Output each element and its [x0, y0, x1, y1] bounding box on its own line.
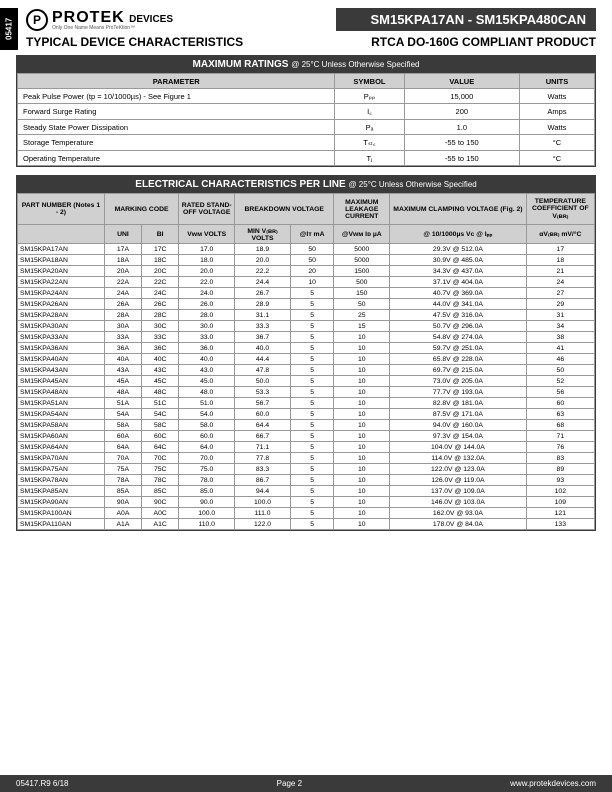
model-bar: SM15KPA17AN - SM15KPA480CAN: [336, 8, 596, 31]
table-row: SM15KPA60AN60A60C60.066.751097.3V @ 154.…: [18, 431, 595, 442]
table-row: SM15KPA48AN48A48C48.053.351077.7V @ 193.…: [18, 387, 595, 398]
elec-sub-header: MIN V₍ʙʀ₎ VOLTS: [235, 225, 291, 244]
elec-sub-header: @ 10/1000µs Vc @ Iₚₚ: [390, 225, 527, 244]
footer-right: www.protekdevices.com: [510, 779, 596, 788]
table-row: SM15KPA40AN40A40C40.044.451065.8V @ 228.…: [18, 354, 595, 365]
table-row: SM15KPA26AN26A26C26.028.955044.0V @ 341.…: [18, 299, 595, 310]
elec-grp-header: MAXIMUM CLAMPING VOLTAGE (Fig. 2): [390, 194, 527, 225]
table-row: SM15KPA45AN45A45C45.050.051073.0V @ 205.…: [18, 376, 595, 387]
elec-sub-header: [18, 225, 105, 244]
elec-grp-header: MARKING CODE: [104, 194, 178, 225]
table-row: Peak Pulse Power (tp = 10/1000µs) - See …: [18, 89, 595, 104]
max-ratings-block: MAXIMUM RATINGS @ 25°C Unless Otherwise …: [16, 55, 596, 167]
table-row: Steady State Power DissipationPₐ1.0Watts: [18, 120, 595, 135]
doc-code-tab: 05417: [0, 8, 18, 50]
elec-sub-header: UNI: [104, 225, 141, 244]
elec-grp-header: RATED STAND-OFF VOLTAGE: [179, 194, 235, 225]
table-row: Forward Surge RatingI꜀200Amps: [18, 104, 595, 120]
table-row: SM15KPA110ANA1AA1C110.0122.0510178.0V @ …: [18, 519, 595, 530]
max-col-header: SYMBOL: [335, 74, 404, 89]
table-row: SM15KPA54AN54A54C54.060.051087.5V @ 171.…: [18, 409, 595, 420]
logo-text: PROTEK: [52, 9, 125, 26]
elec-title: ELECTRICAL CHARACTERISTICS PER LINE: [135, 179, 345, 190]
table-row: SM15KPA58AN58A58C58.064.451094.0V @ 160.…: [18, 420, 595, 431]
logo-icon: P: [26, 9, 48, 31]
max-col-header: PARAMETER: [18, 74, 335, 89]
table-row: SM15KPA18AN18A18C18.020.050500030.9V @ 4…: [18, 255, 595, 266]
table-row: Operating TemperatureTⱼ-55 to 150°C: [18, 151, 595, 166]
table-row: SM15KPA20AN20A20C20.022.220150034.3V @ 4…: [18, 266, 595, 277]
max-ratings-table: PARAMETERSYMBOLVALUEUNITS Peak Pulse Pow…: [17, 73, 595, 166]
table-row: SM15KPA30AN30A30C30.033.351550.7V @ 296.…: [18, 321, 595, 332]
elec-grp-header: BREAKDOWN VOLTAGE: [235, 194, 334, 225]
elec-char-table: PART NUMBER (Notes 1 - 2)MARKING CODERAT…: [17, 193, 595, 530]
elec-sub-header: αV₍ʙʀ₎ mV/°C: [526, 225, 594, 244]
table-row: SM15KPA24AN24A24C24.026.7515040.7V @ 369…: [18, 288, 595, 299]
header: P PROTEK DEVICES Only One Name Means Pro…: [26, 8, 596, 31]
max-note: @ 25°C Unless Otherwise Specified: [291, 60, 419, 69]
table-row: SM15KPA64AN64A64C64.071.1510104.0V @ 144…: [18, 442, 595, 453]
table-row: Storage TemperatureTₛₜ꜀-55 to 150°C: [18, 135, 595, 151]
table-row: SM15KPA70AN70A70C70.077.8510114.0V @ 132…: [18, 453, 595, 464]
table-row: SM15KPA36AN36A36C36.040.051059.7V @ 251.…: [18, 343, 595, 354]
table-row: SM15KPA51AN51A51C51.056.751082.8V @ 181.…: [18, 398, 595, 409]
table-row: SM15KPA28AN28A28C28.031.152547.5V @ 316.…: [18, 310, 595, 321]
table-row: SM15KPA85AN85A85C85.094.4510137.0V @ 109…: [18, 486, 595, 497]
elec-sub-header: @Iт mA: [290, 225, 333, 244]
table-row: SM15KPA75AN75A75C75.083.3510122.0V @ 123…: [18, 464, 595, 475]
logo-suffix: DEVICES: [129, 14, 173, 25]
elec-grp-header: MAXIMUM LEAKAGE CURRENT: [334, 194, 390, 225]
elec-note: @ 25°C Unless Otherwise Specified: [348, 180, 476, 189]
elec-sub-header: BI: [142, 225, 179, 244]
section-title-right: RTCA DO-160G COMPLIANT PRODUCT: [371, 35, 596, 49]
elec-grp-header: PART NUMBER (Notes 1 - 2): [18, 194, 105, 225]
table-row: SM15KPA22AN22A22C22.024.41050037.1V @ 40…: [18, 277, 595, 288]
table-row: SM15KPA90AN90A90C90.0100.0510146.0V @ 10…: [18, 497, 595, 508]
elec-sub-header: @Vwм Iᴅ µA: [334, 225, 390, 244]
section-title-left: TYPICAL DEVICE CHARACTERISTICS: [26, 35, 243, 49]
table-row: SM15KPA17AN17A17C17.018.950500029.3V @ 5…: [18, 244, 595, 255]
logo: P PROTEK DEVICES Only One Name Means Pro…: [26, 9, 173, 31]
table-row: SM15KPA43AN43A43C43.047.851069.7V @ 215.…: [18, 365, 595, 376]
table-row: SM15KPA100ANA0AA0C100.0111.0510162.0V @ …: [18, 508, 595, 519]
elec-char-block: ELECTRICAL CHARACTERISTICS PER LINE @ 25…: [16, 175, 596, 531]
footer-mid: Page 2: [277, 779, 302, 788]
elec-grp-header: TEMPERATURE COEFFICIENT OF V₍ʙʀ₎: [526, 194, 594, 225]
table-row: SM15KPA78AN78A78C78.086.7510126.0V @ 119…: [18, 475, 595, 486]
max-col-header: UNITS: [519, 74, 594, 89]
table-row: SM15KPA33AN33A33C33.036.751054.8V @ 274.…: [18, 332, 595, 343]
footer-left: 05417.R9 6/18: [16, 779, 69, 788]
footer: 05417.R9 6/18 Page 2 www.protekdevices.c…: [0, 775, 612, 792]
elec-sub-header: Vwм VOLTS: [179, 225, 235, 244]
max-title: MAXIMUM RATINGS: [193, 59, 289, 70]
max-col-header: VALUE: [404, 74, 519, 89]
